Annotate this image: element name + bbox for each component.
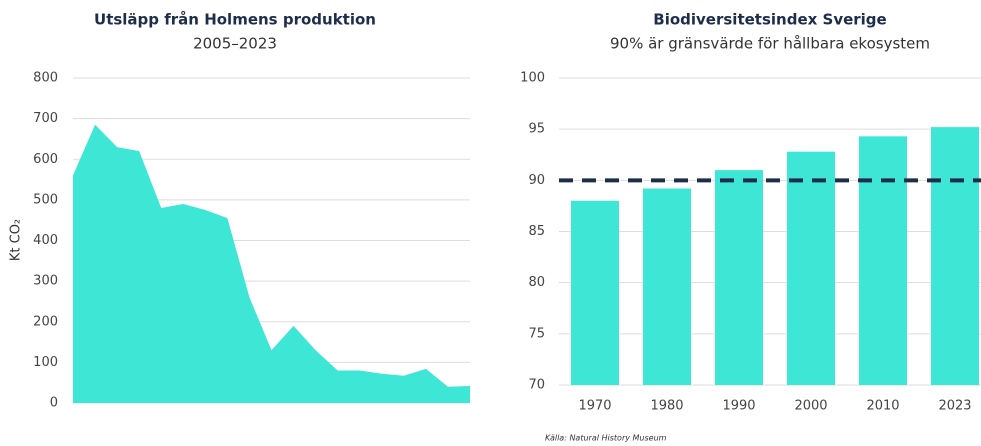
bar [787, 151, 835, 385]
y-tick-label: 0 [50, 396, 58, 411]
x-tick-label: 2023 [938, 399, 971, 414]
y-tick-label: 85 [528, 224, 545, 239]
y-tick-label: 500 [33, 192, 58, 207]
y-tick-label: 300 [33, 274, 58, 289]
bar [859, 136, 907, 385]
y-tick-label: 700 [33, 111, 58, 126]
y-tick-label: 75 [528, 326, 545, 341]
y-tick-label: 600 [33, 152, 58, 167]
y-tick-label: 100 [33, 355, 58, 370]
chart-subtitle: 90% är gränsvärde för hållbara ekosystem [610, 35, 930, 53]
y-tick-label: 95 [528, 122, 545, 137]
bar [715, 170, 763, 385]
x-tick-label: 2000 [794, 399, 827, 414]
y-tick-label: 70 [528, 378, 545, 393]
chart-title: Utsläpp från Holmens produktion [94, 11, 376, 29]
y-tick-label: 200 [33, 314, 58, 329]
source: Källa: Natural History Museum [545, 434, 667, 443]
area [73, 124, 470, 403]
bar [931, 127, 979, 386]
x-tick-label: 1980 [650, 399, 683, 414]
y-tick-label: 80 [528, 275, 545, 290]
chart-subtitle: 2005–2023 [193, 35, 277, 53]
y-tick-label: 400 [33, 233, 58, 248]
chart-title: Biodiversitetsindex Sverige [653, 11, 886, 29]
x-tick-label: 1970 [578, 399, 611, 414]
x-tick-label: 2010 [866, 399, 899, 414]
y-axis-label: Kt CO₂ [9, 219, 24, 261]
y-tick-label: 800 [33, 71, 58, 86]
x-tick-label: 1990 [722, 399, 755, 414]
bar [643, 188, 691, 385]
y-tick-label: 100 [520, 71, 545, 86]
y-tick-label: 90 [528, 173, 545, 188]
bar [571, 200, 619, 385]
